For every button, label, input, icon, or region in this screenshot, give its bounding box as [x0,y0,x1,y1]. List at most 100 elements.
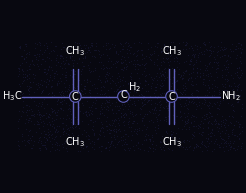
Point [173,140,177,143]
Point [233,93,237,96]
Point [191,49,195,52]
Point [210,93,214,96]
Point [115,104,119,107]
Point [22,138,26,141]
Point [179,95,183,98]
Point [209,49,213,52]
Point [70,132,74,135]
Point [206,125,210,128]
Point [236,83,240,86]
Point [123,141,127,144]
Point [161,74,165,77]
Point [163,116,167,119]
Point [231,127,235,130]
Point [207,119,211,122]
Point [165,45,169,48]
Point [229,145,233,148]
Point [162,68,166,71]
Point [189,71,193,74]
Point [50,136,54,139]
Point [32,77,36,80]
Point [217,93,221,96]
Point [186,96,190,99]
Point [92,54,96,57]
Point [149,86,153,89]
Point [182,125,186,128]
Point [63,140,67,143]
Point [62,94,66,97]
Point [205,48,209,51]
Point [167,96,171,99]
Point [124,90,128,93]
Point [204,114,208,117]
Point [103,79,107,82]
Point [76,94,80,97]
Point [20,61,24,64]
Point [174,132,178,135]
Point [98,130,102,133]
Point [185,148,189,151]
Point [150,142,154,145]
Point [103,74,107,77]
Point [132,130,136,133]
Point [233,92,237,96]
Point [116,122,120,125]
Point [40,103,44,106]
Point [169,53,173,56]
Point [240,72,244,75]
Point [235,135,239,138]
Point [42,71,46,74]
Point [143,134,147,137]
Point [58,54,62,57]
Point [94,45,98,48]
Point [16,127,20,130]
Point [165,75,169,78]
Point [77,134,80,137]
Point [219,41,223,44]
Point [229,62,233,65]
Point [93,86,97,89]
Point [41,83,45,86]
Circle shape [70,91,81,102]
Point [77,127,81,130]
Point [99,85,103,88]
Point [83,57,87,60]
Point [69,121,73,124]
Point [132,89,136,92]
Point [220,68,224,71]
Point [140,53,144,56]
Point [145,113,149,116]
Point [226,142,230,145]
Point [25,139,29,142]
Point [89,43,93,46]
Point [61,45,65,48]
Point [164,131,168,134]
Point [134,91,138,94]
Point [209,130,213,134]
Point [116,116,120,119]
Point [104,108,108,111]
Point [54,70,58,73]
Point [184,41,188,44]
Point [235,88,239,91]
Point [24,103,28,106]
Point [48,73,52,76]
Point [221,118,225,121]
Point [107,56,110,59]
Point [222,46,226,49]
Point [210,82,214,85]
Point [212,102,216,105]
Point [68,108,72,111]
Point [62,82,66,85]
Point [84,112,88,115]
Point [141,97,145,100]
Point [54,127,58,130]
Point [104,98,108,101]
Point [49,106,53,109]
Point [232,123,236,126]
Point [201,78,205,81]
Point [142,63,146,66]
Point [42,113,46,116]
Point [36,84,40,87]
Point [210,87,214,90]
